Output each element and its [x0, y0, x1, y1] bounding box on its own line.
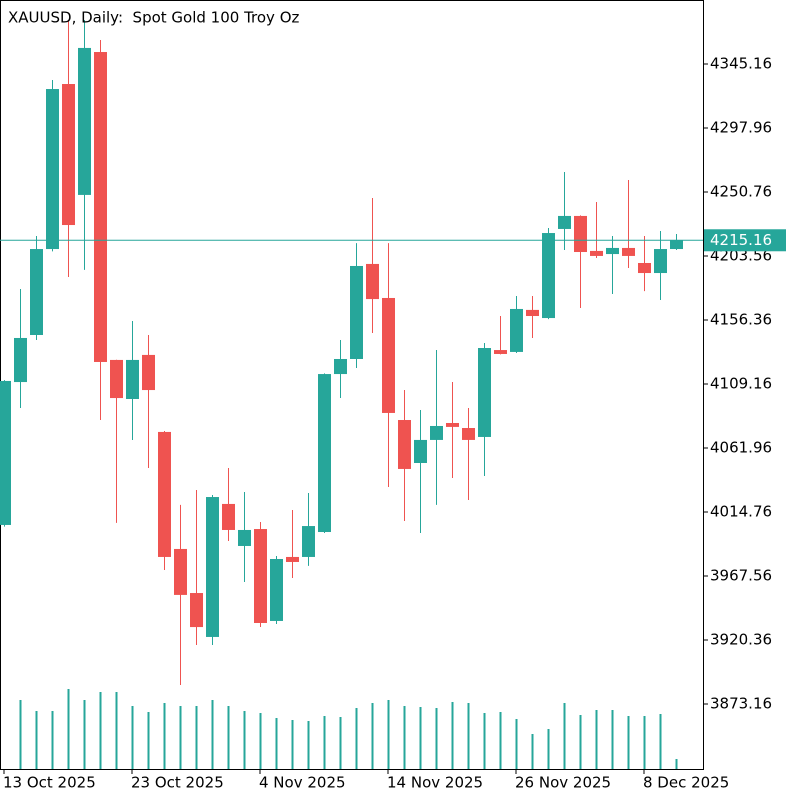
- y-tick-label: 4250.76: [710, 182, 772, 200]
- candle-body: [574, 215, 587, 253]
- candle-body: [366, 263, 379, 300]
- candle-body: [654, 249, 667, 274]
- candle-body: [302, 526, 315, 557]
- candle-body: [510, 308, 523, 352]
- candle-body: [14, 337, 27, 383]
- candle-body: [414, 439, 427, 463]
- x-tick-label: 23 Oct 2025: [131, 774, 224, 792]
- candle-body: [222, 503, 235, 530]
- last-price-label: 4215.16: [710, 231, 772, 249]
- candle-body: [190, 593, 203, 628]
- x-tick-label: 13 Oct 2025: [3, 774, 96, 792]
- candle-body: [62, 84, 75, 226]
- candle-body: [94, 52, 107, 362]
- candle-body: [238, 529, 251, 546]
- candle-body: [158, 431, 171, 557]
- candle-body: [478, 348, 491, 437]
- candle-body: [446, 422, 459, 427]
- y-tick-label: 4345.16: [710, 54, 772, 72]
- candle-body: [142, 354, 155, 391]
- candle-body: [526, 309, 539, 317]
- candle-body: [462, 428, 475, 440]
- candle-body: [46, 89, 59, 250]
- candle-body: [286, 556, 299, 562]
- chart-title: XAUUSD, Daily: Spot Gold 100 Troy Oz: [8, 9, 300, 27]
- candle-body: [398, 420, 411, 469]
- last-price-box: [704, 229, 786, 252]
- x-tick-label: 14 Nov 2025: [387, 774, 483, 792]
- candle-body: [558, 215, 571, 229]
- candle-body: [318, 374, 331, 533]
- candle-body: [78, 47, 91, 195]
- y-tick-label: 3920.36: [710, 630, 772, 648]
- candle-body: [670, 240, 683, 250]
- candle-body: [206, 497, 219, 637]
- candle-body: [590, 250, 603, 256]
- candle-body: [174, 548, 187, 595]
- y-tick-label: 4297.96: [710, 118, 772, 136]
- candle-body: [350, 265, 363, 359]
- y-tick-label: 4014.76: [710, 502, 772, 520]
- candle-body: [30, 249, 43, 335]
- y-tick-label: 4156.36: [710, 310, 772, 328]
- candle-body: [334, 358, 347, 375]
- y-tick-label: 4109.16: [710, 374, 772, 392]
- candle-body: [270, 558, 283, 621]
- y-tick-label: 3967.56: [710, 566, 772, 584]
- candle-body: [430, 425, 443, 440]
- x-tick-label: 26 Nov 2025: [515, 774, 611, 792]
- candle-body: [494, 350, 507, 354]
- candle-body: [622, 247, 635, 256]
- candle-body: [542, 233, 555, 319]
- candle-body: [254, 529, 267, 623]
- candle-body: [638, 262, 651, 274]
- y-tick-label: 3873.16: [710, 694, 772, 712]
- candle-body: [0, 380, 11, 525]
- candle-body: [110, 359, 123, 399]
- candle-body: [126, 359, 139, 399]
- candle-body: [382, 297, 395, 413]
- x-tick-label: 8 Dec 2025: [643, 774, 729, 792]
- y-tick-label: 4061.96: [710, 438, 772, 456]
- x-tick-label: 4 Nov 2025: [259, 774, 346, 792]
- candle-body: [606, 247, 619, 255]
